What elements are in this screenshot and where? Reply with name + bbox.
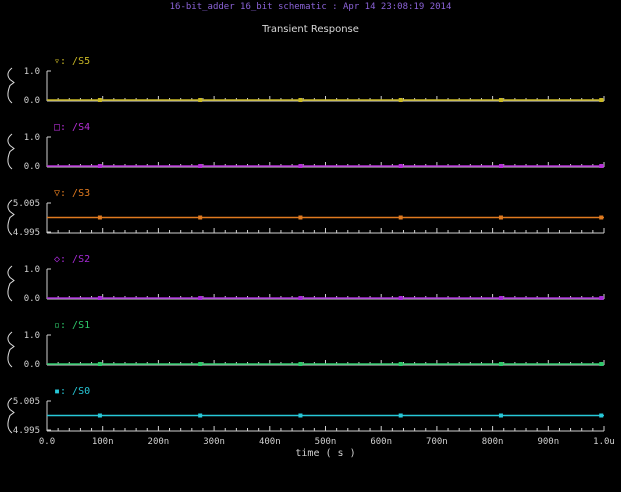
legend-entry: ◇: /S2 [54,254,90,265]
panel-select-bracket [7,133,15,170]
y-tick-label: 4.995 [13,426,40,436]
waveform-point-marker [398,296,403,300]
x-tick-label: 500n [315,437,337,447]
waveform-point-marker [198,296,203,300]
waveform-point-marker [97,362,102,366]
waveform-point-marker [198,362,203,366]
y-tick-label: 0.0 [24,96,40,106]
y-tick-label: 1.0 [24,265,40,275]
waveform-point-marker [498,164,503,168]
waveform-point-marker [298,413,303,418]
waveform-point-marker [398,362,403,366]
x-axis-label: time ( s ) [295,448,355,459]
panel-select-bracket [7,199,15,236]
y-tick-label: 0.0 [24,360,40,370]
waveform-point-marker [498,362,503,366]
waveform-point-marker [298,362,303,366]
waveform-point-marker [398,215,403,220]
waveform-point-marker [198,215,203,220]
waveform-point-marker [97,296,102,300]
x-tick-label: 800n [482,437,504,447]
panel-select-bracket [7,67,15,104]
waveform-panel-s1: 1.0 0.0 ▫: /S1 [7,320,605,370]
waveform-point-marker [398,413,403,418]
y-tick-label: 0.0 [24,162,40,172]
y-tick-label: 0.0 [24,294,40,304]
waveform-point-marker [298,296,303,300]
waveform-point-marker [198,164,203,168]
x-tick-label: 100n [92,437,114,447]
x-tick-label: 400n [259,437,281,447]
legend-entry: ▫: /S1 [54,320,90,331]
x-tick-label: 0.0 [39,437,55,447]
x-tick-label: 700n [426,437,448,447]
waveform-point-marker [599,98,604,102]
x-tick-label: 1.0u [593,437,615,447]
waveform-panel-s5: 1.0 0.0 ▿: /S5 [7,56,605,106]
waveform-point-marker [498,98,503,102]
waveform-point-marker [198,98,203,102]
chart-title: Transient Response [262,24,359,35]
waveform-point-marker [298,215,303,220]
x-tick-label: 200n [148,437,170,447]
waveform-point-marker [498,215,503,220]
window-title: 16-bit_adder 16_bit schematic : Apr 14 2… [169,2,452,12]
panel-select-bracket [7,331,15,368]
panel-select-bracket [7,397,15,434]
waveform-point-marker [599,164,604,168]
y-tick-label: 4.995 [13,228,40,238]
legend-entry: ▽: /S3 [54,188,90,199]
waveform-point-marker [398,164,403,168]
x-tick-label: 900n [537,437,559,447]
legend-entry: ▿: /S5 [54,56,90,67]
y-tick-label: 5.005 [13,397,40,407]
waveform-point-marker [97,215,102,220]
waveform-point-marker [97,413,102,418]
waveform-panel-s4: 1.0 0.0 □: /S4 [7,122,605,172]
y-tick-label: 1.0 [24,133,40,143]
y-tick-label: 5.005 [13,199,40,209]
waveform-point-marker [599,362,604,366]
waveform-point-marker [97,98,102,102]
waveform-point-marker [97,164,102,168]
waveform-point-marker [298,164,303,168]
waveform-point-marker [599,413,604,418]
panel-select-bracket [7,265,15,302]
legend-entry: ▪: /S0 [54,386,90,397]
waveform-panel-s3: 5.005 4.995 ▽: /S3 [7,188,605,238]
waveform-point-marker [398,98,403,102]
x-tick-label: 600n [370,437,392,447]
waveform-panel-s2: 1.0 0.0 ◇: /S2 [7,254,605,304]
waveform-panel-s0: 5.005 4.995 ▪: /S0 [7,386,605,436]
y-tick-label: 1.0 [24,331,40,341]
x-tick-label: 300n [203,437,225,447]
legend-entry: □: /S4 [54,122,90,133]
waveform-point-marker [599,296,604,300]
waveform-point-marker [198,413,203,418]
y-tick-label: 1.0 [24,67,40,77]
waveform-point-marker [298,98,303,102]
waveform-point-marker [498,296,503,300]
waveform-point-marker [498,413,503,418]
waveform-point-marker [599,215,604,220]
